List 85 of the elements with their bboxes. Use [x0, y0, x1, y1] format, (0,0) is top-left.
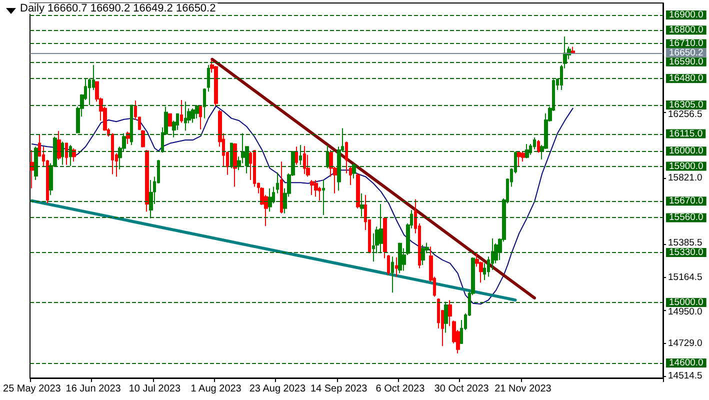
candlestick [207, 64, 210, 92]
candlestick [352, 162, 356, 179]
candlestick [521, 151, 525, 162]
candlestick [134, 100, 137, 120]
ref-line-label: 15000.0 [669, 296, 704, 308]
candlestick [444, 301, 448, 334]
candlestick [356, 172, 360, 209]
candlestick [398, 242, 402, 274]
candlestick [379, 203, 383, 254]
candlestick [34, 146, 38, 181]
candlestick [310, 180, 314, 196]
candlestick [326, 144, 329, 169]
candlestick [184, 101, 187, 132]
ref-line-label: 15560.0 [669, 212, 704, 224]
x-tick-label: 10 Jul 2023 [128, 384, 181, 394]
x-tick-label: 6 Oct 2023 [376, 384, 426, 394]
x-tick-label: 21 Nov 2023 [494, 384, 552, 394]
candlestick [349, 166, 352, 186]
y-tick-label: 15164.5 [668, 272, 702, 284]
candlestick [30, 149, 34, 189]
candlestick [130, 104, 133, 146]
y-tick-label: 14514.5 [668, 370, 702, 382]
x-tick-label: 25 May 2023 [3, 384, 62, 394]
x-tick-label: 30 Oct 2023 [434, 384, 490, 394]
candlestick [360, 192, 364, 218]
x-tick-label: 14 Sep 2023 [310, 384, 368, 394]
ref-line-label: 16800.0 [669, 24, 704, 36]
candlestick [525, 144, 529, 159]
y-tick-label: 14950.0 [668, 306, 702, 318]
candlestick [180, 100, 183, 124]
y-tick-label: 14729.0 [668, 338, 702, 349]
candlestick [299, 144, 302, 166]
candlestick [141, 129, 145, 148]
candlestick [233, 142, 237, 188]
chart-title: Daily 16660.7 16690.2 16649.2 16650.2 [20, 2, 216, 14]
candlestick [203, 88, 206, 119]
candlestick [537, 139, 540, 154]
candlestick [268, 188, 272, 212]
ref-line-label: 15900.0 [669, 160, 704, 172]
x-tick-label: 1 Aug 2023 [190, 384, 242, 394]
candlestick [387, 254, 390, 276]
candlestick [345, 141, 348, 174]
ref-line-label: 16480.0 [669, 73, 704, 84]
candlestick [69, 144, 72, 166]
y-tick-label: 15385.5 [668, 238, 702, 249]
x-tick-label: 23 Aug 2023 [249, 384, 306, 394]
candlestick [191, 108, 195, 124]
ref-line-label: 16710.0 [669, 38, 704, 50]
candlestick [65, 142, 68, 166]
candlestick [276, 172, 279, 194]
ref-line-label: 15330.0 [669, 247, 704, 258]
candlestick [571, 46, 575, 54]
candlestick [448, 300, 452, 327]
candlestick [303, 146, 306, 175]
candlestick [517, 151, 521, 166]
candlestick [280, 161, 283, 214]
candlestick [168, 112, 172, 128]
candlestick [111, 132, 114, 175]
ref-line-label: 16650.2 [669, 47, 704, 58]
candlestick [314, 180, 318, 198]
candlestick [57, 130, 61, 160]
ref-line-label: 16590.0 [669, 56, 704, 68]
y-tick-label: 15821.0 [668, 172, 702, 184]
candlestick [295, 146, 298, 166]
line-series [31, 106, 574, 304]
candlestick [322, 180, 325, 216]
candlestick [61, 141, 64, 166]
ref-line-label: 14600.0 [669, 358, 704, 369]
candlestick [395, 256, 398, 278]
ref-line-label: 16900.0 [669, 9, 704, 20]
candlestick [145, 149, 149, 212]
candlestick [383, 216, 387, 259]
candlestick [421, 244, 425, 266]
candlestick [199, 106, 202, 130]
candlestick [391, 256, 394, 294]
ref-line-label: 16115.0 [669, 128, 703, 140]
candlestick [138, 116, 141, 130]
candlestick [230, 142, 233, 169]
x-tick-label: 16 Jun 2023 [66, 384, 122, 394]
y-tick-label: 16256.5 [668, 108, 702, 120]
ref-line-label: 16305.0 [669, 100, 704, 110]
ref-line-label: 15670.0 [669, 196, 704, 207]
candlestick [195, 104, 199, 119]
ref-line-label: 16000.0 [669, 146, 704, 157]
candlestick [149, 180, 153, 219]
